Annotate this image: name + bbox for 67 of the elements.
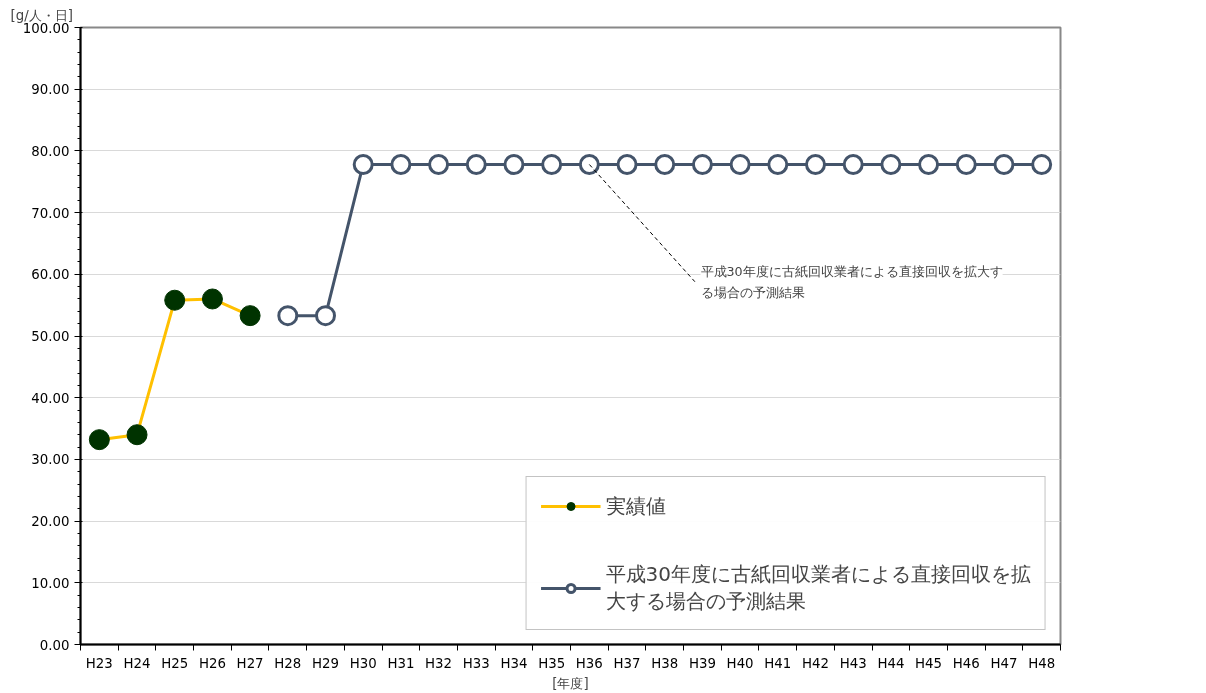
point [88,429,110,451]
x-tick-label: H26 [198,655,226,671]
point [578,153,600,175]
point [541,153,563,175]
x-tick-label: H47 [990,655,1018,671]
x-tick-label: H35 [538,655,566,671]
x-tick-label: H23 [85,655,113,671]
x-tick-label: H41 [764,655,792,671]
y-tick-label: 30.00 [31,452,70,468]
x-tick-label: H24 [123,655,151,671]
x-tick-label: H30 [349,655,377,671]
y-tick-label: 20.00 [31,514,70,530]
point [390,153,412,175]
annotation: 平成30年度に古紙回収業者による直接回収を拡大する場合の予測結果 [700,263,1003,300]
y-tick-label: 40.00 [31,390,70,406]
x-tick-label: H48 [1028,655,1056,671]
point [729,153,751,175]
x-tick-label: H34 [500,655,528,671]
x-tick-label: H28 [274,655,302,671]
x-tick-label: H38 [651,655,679,671]
x-tick-label: H32 [425,655,453,671]
x-tick-label: H36 [575,655,603,671]
point [767,153,789,175]
point [126,424,148,446]
x-tick-label: H31 [387,655,415,671]
point [277,305,299,327]
point [880,153,902,175]
point [654,153,676,175]
y-tick-label: 70.00 [31,205,70,221]
x-tick-label: H37 [613,655,641,671]
point [428,153,450,175]
x-tick-label: H27 [236,655,264,671]
legend-label: 実績値 [605,492,666,520]
x-tick-label: H42 [802,655,829,671]
y-tick-label: 50.00 [31,329,70,344]
point [993,153,1015,175]
x-tick-label: H33 [462,655,490,671]
point [918,153,940,175]
point [842,153,864,175]
point [805,153,826,175]
x-axis-title: [年度] [552,675,589,691]
point [955,153,977,175]
x-tick-label: H29 [312,655,339,671]
point [315,305,336,327]
x-tick-label: H46 [952,655,980,671]
point [691,153,713,175]
legend-label: 平成30年度に古紙回収業者による直接回収を拡大する場合の予測結果 [605,561,1031,615]
x-tick-label: H45 [915,655,943,671]
x-tick-label: H39 [688,655,716,671]
point [1031,153,1053,175]
y-axis-title: [g/人・日] [10,7,73,23]
point [239,305,261,327]
y-tick-label: 90.00 [31,82,70,98]
point [616,153,638,175]
x-tick-label: H43 [839,655,867,671]
y-tick-label: 0.00 [39,637,70,653]
x-tick-label: H40 [726,655,754,671]
y-tick-label: 60.00 [31,267,70,283]
y-tick-label: 80.00 [31,143,70,159]
x-tick-label: H44 [877,655,905,671]
y-tick-label: 10.00 [31,575,70,591]
x-tick-label: H25 [161,655,189,671]
point [503,153,525,175]
point [352,153,374,175]
point [201,288,223,310]
point [465,153,487,175]
point [164,289,186,311]
